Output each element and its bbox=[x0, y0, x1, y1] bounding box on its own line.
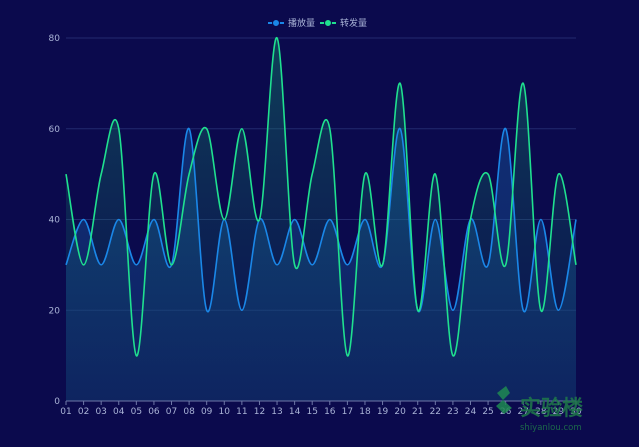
x-tick-label: 11 bbox=[236, 407, 247, 417]
y-tick-label: 40 bbox=[49, 216, 61, 226]
x-tick-label: 03 bbox=[95, 407, 106, 417]
x-tick-label: 18 bbox=[359, 407, 371, 417]
logo-icon bbox=[496, 386, 512, 414]
x-tick-label: 21 bbox=[412, 407, 423, 417]
legend-label: 转发量 bbox=[340, 17, 367, 29]
series-line-1 bbox=[65, 37, 577, 357]
x-tick-label: 02 bbox=[78, 407, 89, 417]
x-tick-label: 07 bbox=[166, 407, 177, 417]
legend-dot-icon bbox=[272, 19, 280, 27]
legend: 播放量 转发量 bbox=[268, 17, 367, 29]
series-line-0 bbox=[65, 127, 577, 313]
y-axis: 0 20 40 60 80 bbox=[49, 34, 61, 407]
x-tick-label: 23 bbox=[447, 407, 458, 417]
watermark-subtext: shiyanlou.com bbox=[520, 423, 582, 433]
x-tick-label: 25 bbox=[482, 407, 493, 417]
x-tick-label: 19 bbox=[377, 407, 389, 417]
series-area-1 bbox=[66, 37, 576, 401]
series-lines bbox=[65, 37, 577, 357]
x-tick-label: 20 bbox=[394, 407, 406, 417]
watermark-text: 实验楼 bbox=[520, 396, 583, 420]
x-tick-label: 04 bbox=[113, 407, 125, 417]
y-tick-label: 80 bbox=[49, 34, 61, 44]
x-tick-label: 15 bbox=[306, 407, 317, 417]
legend-label: 播放量 bbox=[288, 17, 315, 29]
x-tick-label: 06 bbox=[148, 407, 160, 417]
x-tick-label: 29 bbox=[553, 407, 565, 417]
x-tick-label: 13 bbox=[271, 407, 282, 417]
x-tick-label: 22 bbox=[430, 407, 441, 417]
x-tick-label: 12 bbox=[254, 407, 265, 417]
x-tick-label: 01 bbox=[60, 407, 71, 417]
x-tick-label: 14 bbox=[289, 407, 301, 417]
x-tick-label: 28 bbox=[535, 407, 547, 417]
x-tick-label: 17 bbox=[342, 407, 353, 417]
x-tick-label: 10 bbox=[219, 407, 231, 417]
y-tick-label: 60 bbox=[49, 125, 61, 135]
legend-item: 转发量 bbox=[320, 17, 367, 29]
x-tick-label: 08 bbox=[183, 407, 195, 417]
legend-dot-icon bbox=[324, 19, 332, 27]
x-tick-label: 09 bbox=[201, 407, 213, 417]
y-tick-label: 20 bbox=[49, 306, 61, 316]
x-tick-label: 27 bbox=[518, 407, 529, 417]
watermark: 实验楼 shiyanlou.com bbox=[496, 386, 583, 433]
x-tick-label: 16 bbox=[324, 407, 336, 417]
y-tick-label: 0 bbox=[54, 397, 60, 407]
legend-item: 播放量 bbox=[268, 17, 315, 29]
area-fills bbox=[66, 37, 576, 402]
x-tick-label: 24 bbox=[465, 407, 477, 417]
x-axis: 01 02 03 04 05 06 07 08 09 10 11 12 13 14 15 16 17 18 19 20… bbox=[60, 400, 582, 417]
x-tick-label: 05 bbox=[131, 407, 142, 417]
x-tick-label: 30 bbox=[570, 407, 582, 417]
